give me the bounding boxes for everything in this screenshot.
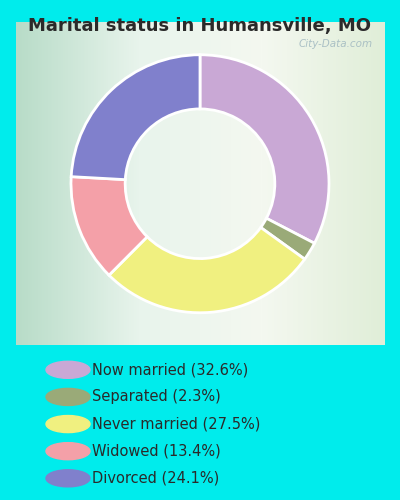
Wedge shape [71, 176, 147, 275]
Text: Divorced (24.1%): Divorced (24.1%) [92, 471, 219, 486]
Text: Never married (27.5%): Never married (27.5%) [92, 416, 260, 432]
Wedge shape [261, 218, 314, 259]
Wedge shape [109, 228, 305, 312]
Circle shape [46, 470, 90, 487]
Text: City-Data.com: City-Data.com [299, 38, 373, 48]
Circle shape [46, 388, 90, 406]
Wedge shape [71, 54, 200, 180]
Text: Widowed (13.4%): Widowed (13.4%) [92, 444, 221, 458]
Text: Separated (2.3%): Separated (2.3%) [92, 390, 221, 404]
Circle shape [46, 416, 90, 432]
Text: Marital status in Humansville, MO: Marital status in Humansville, MO [28, 18, 372, 36]
Circle shape [46, 362, 90, 378]
Circle shape [46, 442, 90, 460]
Text: Now married (32.6%): Now married (32.6%) [92, 362, 248, 378]
Wedge shape [200, 54, 329, 244]
